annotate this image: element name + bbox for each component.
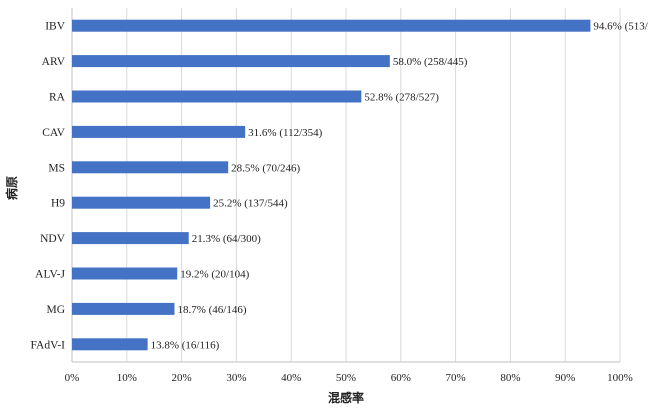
bar-fadv-i <box>72 338 148 351</box>
x-tick-label: 100% <box>607 372 633 384</box>
category-label: ARV <box>42 56 66 68</box>
x-tick-label: 70% <box>446 372 466 384</box>
category-label-group: IBV ARV RA CAV MS H9 NDV ALV-J MG FAdV-I <box>30 21 65 352</box>
bar-cav <box>72 125 246 138</box>
data-label: 31.6% (112/354) <box>248 127 322 139</box>
x-tick-label: 20% <box>172 372 192 384</box>
category-label: RA <box>49 92 66 104</box>
bar-arv <box>72 55 390 68</box>
data-label-group: 94.6% (513/542) 58.0% (258/445) 52.8% (278… <box>151 21 648 352</box>
category-label: NDV <box>40 233 66 245</box>
x-axis-title: 混感率 <box>328 390 364 405</box>
data-label: 21.3% (64/300) <box>192 233 261 245</box>
bar-ndv <box>72 232 189 245</box>
category-label: FAdV-I <box>30 339 65 351</box>
bar-ra <box>72 90 362 103</box>
data-label: 25.2% (137/544) <box>213 198 288 210</box>
data-label: 58.0% (258/445) <box>393 56 468 68</box>
x-tick-label: 90% <box>555 372 575 384</box>
data-label: 94.6% (513/542) <box>593 21 648 33</box>
category-label: MG <box>46 304 65 316</box>
bar-mg <box>72 302 175 315</box>
x-tick-label: 30% <box>226 372 246 384</box>
category-label: H9 <box>51 198 65 210</box>
data-label: 19.2% (20/104) <box>180 269 249 281</box>
x-tick-label: 80% <box>500 372 520 384</box>
bar-h9 <box>72 196 211 209</box>
category-label: MS <box>48 162 65 174</box>
bar-alv-j <box>72 267 178 280</box>
x-tick-label: 0% <box>65 372 80 384</box>
data-label: 13.8% (16/116) <box>151 339 220 351</box>
data-label: 18.7% (46/146) <box>177 304 246 316</box>
data-label: 28.5% (70/246) <box>231 162 300 174</box>
category-label: IBV <box>45 21 66 33</box>
bar-group <box>72 19 591 351</box>
category-label: CAV <box>42 127 65 139</box>
x-tick-label: 40% <box>281 372 301 384</box>
y-axis-title: 病原 <box>4 176 19 200</box>
x-tick-label: 10% <box>117 372 137 384</box>
data-label: 52.8% (278/527) <box>364 92 439 104</box>
bar-ibv <box>72 19 591 32</box>
x-tick-label-group: 0% 10% 20% 30% 40% 50% 60% 70% 80% 90% 100% <box>65 372 633 384</box>
x-tick-label: 50% <box>336 372 356 384</box>
category-label: ALV-J <box>35 269 65 281</box>
x-tick-label: 60% <box>391 372 411 384</box>
bar-ms <box>72 161 229 174</box>
